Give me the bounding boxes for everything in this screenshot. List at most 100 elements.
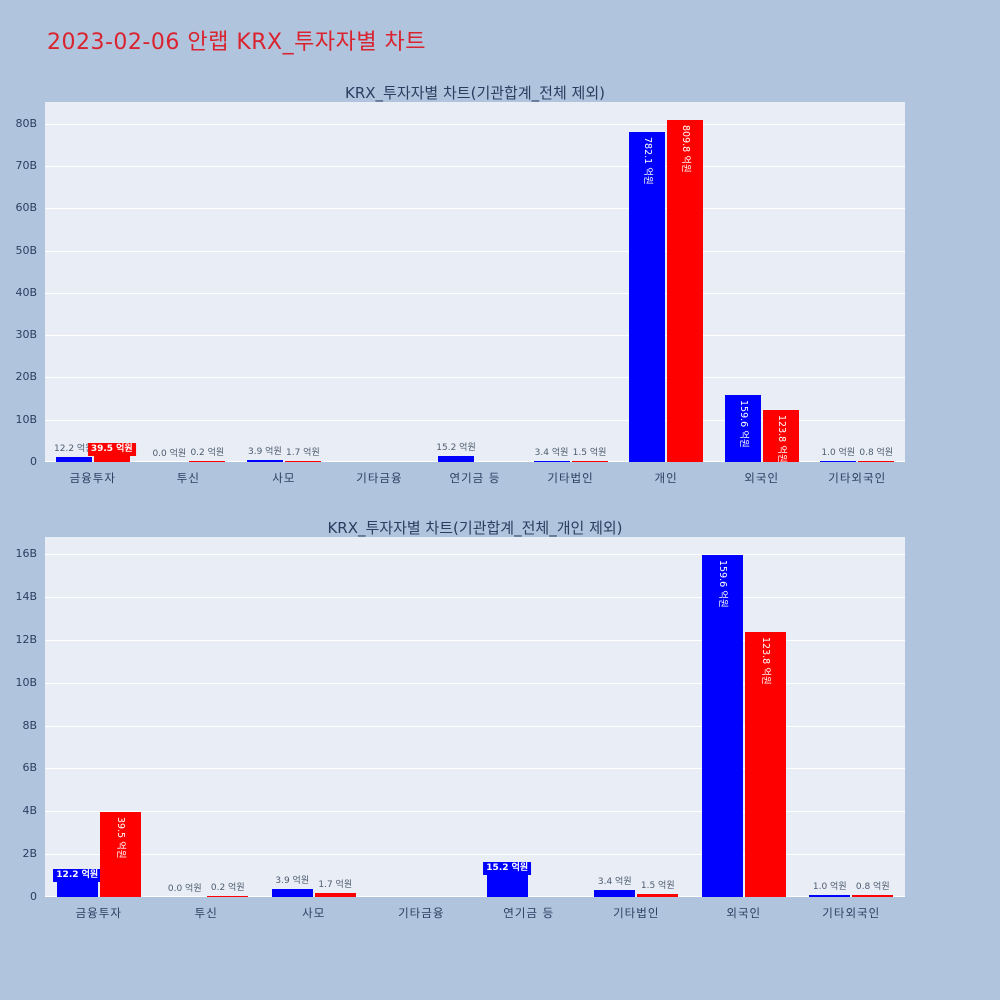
bar-red <box>637 893 679 897</box>
bar-value-label: 0.2 억원 <box>210 883 245 893</box>
y-axis-tick: 16B <box>15 547 37 561</box>
bar-blue <box>438 455 474 462</box>
bar-blue <box>533 460 570 462</box>
chart-bottom-plot-area: 0 2B 4B 6B 8B 10B 12B 14B 16B 금융투자 투신 사모 기타금융 연기금 등 기타… <box>15 537 905 920</box>
y-axis-tick: 10B <box>15 412 37 426</box>
bar-value-label: 1.0 억원 <box>812 881 847 892</box>
bar-value-label: 809.8 억원 <box>680 124 692 173</box>
bar-value-label: 1.7 억원 <box>318 880 353 891</box>
x-axis-category: 사모 <box>302 906 326 920</box>
bar-red <box>744 631 786 897</box>
bar-value-label: 782.1 억원 <box>642 136 654 185</box>
bar-blue <box>724 394 761 462</box>
y-axis-tick: 50B <box>15 243 37 257</box>
bar-red <box>667 119 704 462</box>
bar-red <box>762 409 799 462</box>
y-axis-tick: 0 <box>30 455 37 468</box>
bar-value-label: 159.6 억원 <box>737 399 749 448</box>
gridline <box>45 419 905 421</box>
bar-value-label: 0.0 억원 <box>152 449 187 459</box>
bar-value-label: 0.2 억원 <box>190 448 225 458</box>
gridline <box>45 335 905 337</box>
bar-red <box>189 461 226 462</box>
y-axis-tick: 70B <box>15 159 37 173</box>
bar-blue <box>629 131 666 462</box>
gridline <box>45 768 905 770</box>
x-axis-category: 기타금융 <box>356 471 403 485</box>
x-axis-category: 기타법인 <box>547 471 594 485</box>
bar-value-label: 0.0 억원 <box>167 884 202 894</box>
chart-bottom-title: KRX_투자자별 차트(기관합계_전체_개인 제외) <box>327 519 623 537</box>
gridline <box>45 554 905 556</box>
bar-blue <box>246 460 283 462</box>
bar-blue <box>55 456 92 462</box>
bar-red <box>284 461 321 462</box>
bar-red <box>207 896 249 897</box>
x-axis-category: 기타외국인 <box>822 906 881 920</box>
x-axis-category: 투신 <box>194 906 218 920</box>
bar-blue <box>271 888 313 897</box>
bar-value-label: 123.8 억원 <box>760 636 772 685</box>
bar-value-label: 3.4 억원 <box>534 447 569 458</box>
gridline <box>45 250 905 252</box>
bar-value-label: 1.7 억원 <box>286 448 320 458</box>
bar-red <box>314 893 356 897</box>
y-axis-tick: 60B <box>15 201 37 215</box>
y-axis-tick: 8B <box>22 718 37 732</box>
gridline <box>45 682 905 684</box>
gridline <box>45 725 905 727</box>
x-axis-category: 연기금 등 <box>449 471 501 485</box>
x-axis-category: 금융투자 <box>75 906 122 920</box>
page-title: 2023-02-06 안랩 KRX_투자자별 차트 <box>47 30 427 55</box>
y-axis-tick: 10B <box>15 675 37 689</box>
bar-value-label: 159.6 억원 <box>717 560 729 608</box>
bar-value-label: 12.2 억원 <box>54 443 94 454</box>
bar-blue <box>594 889 636 897</box>
x-axis-category: 기타외국인 <box>828 471 887 485</box>
bar-blue <box>820 461 857 462</box>
bar-value-label: 39.5 억원 <box>87 443 136 457</box>
x-axis-category: 개인 <box>654 471 678 485</box>
gridline <box>45 461 905 462</box>
x-axis-category: 투신 <box>176 471 200 485</box>
gridline <box>45 166 905 168</box>
y-axis-tick: 4B <box>22 804 37 818</box>
y-axis-tick: 14B <box>15 590 37 603</box>
bar-value-label: 0.8 억원 <box>859 448 894 458</box>
gridline <box>45 292 905 294</box>
bar-value-label: 3.4 억원 <box>597 876 632 887</box>
y-axis-tick: 20B <box>15 370 37 384</box>
y-axis-tick: 30B <box>15 328 37 342</box>
bar-red <box>571 461 608 462</box>
bar-value-label: 1.5 억원 <box>572 448 607 458</box>
x-axis-category: 외국인 <box>744 471 780 485</box>
x-axis-category: 연기금 등 <box>503 906 555 920</box>
bar-value-label: 15.2 억원 <box>483 862 532 876</box>
gridline <box>45 377 905 379</box>
y-axis-tick: 12B <box>15 632 37 646</box>
x-axis-category: 외국인 <box>726 906 762 920</box>
gridline <box>45 597 905 598</box>
bar-blue <box>809 894 851 897</box>
y-axis-tick: 40B <box>15 285 37 299</box>
bar-red <box>858 461 895 462</box>
gridline <box>45 896 905 897</box>
bar-value-label: 3.9 억원 <box>275 875 310 886</box>
x-axis-category: 금융투자 <box>69 471 116 485</box>
bar-value-label: 123.8 억원 <box>775 414 787 463</box>
y-axis-tick: 0 <box>30 890 37 903</box>
bar-value-label: 12.2 억원 <box>53 868 102 882</box>
x-axis-category: 기타법인 <box>613 906 660 920</box>
bar-blue <box>701 555 743 897</box>
gridline <box>45 811 905 813</box>
bar-red <box>99 812 141 897</box>
y-axis-tick: 6B <box>22 761 37 775</box>
chart-top-title: KRX_투자자별 차트(기관합계_전체 제외) <box>345 84 605 102</box>
bar-value-label: 1.0 억원 <box>821 448 856 458</box>
gridline <box>45 854 905 856</box>
gridline <box>45 639 905 641</box>
bar-red <box>852 895 894 897</box>
gridline <box>45 123 905 125</box>
chart-top-plot-area: 0 10B 20B 30B 40B 50B 60B 70B 80B 금융투자 투신 사모 기타금융 연기금… <box>15 102 905 485</box>
bar-value-label: 39.5 억원 <box>115 817 127 859</box>
